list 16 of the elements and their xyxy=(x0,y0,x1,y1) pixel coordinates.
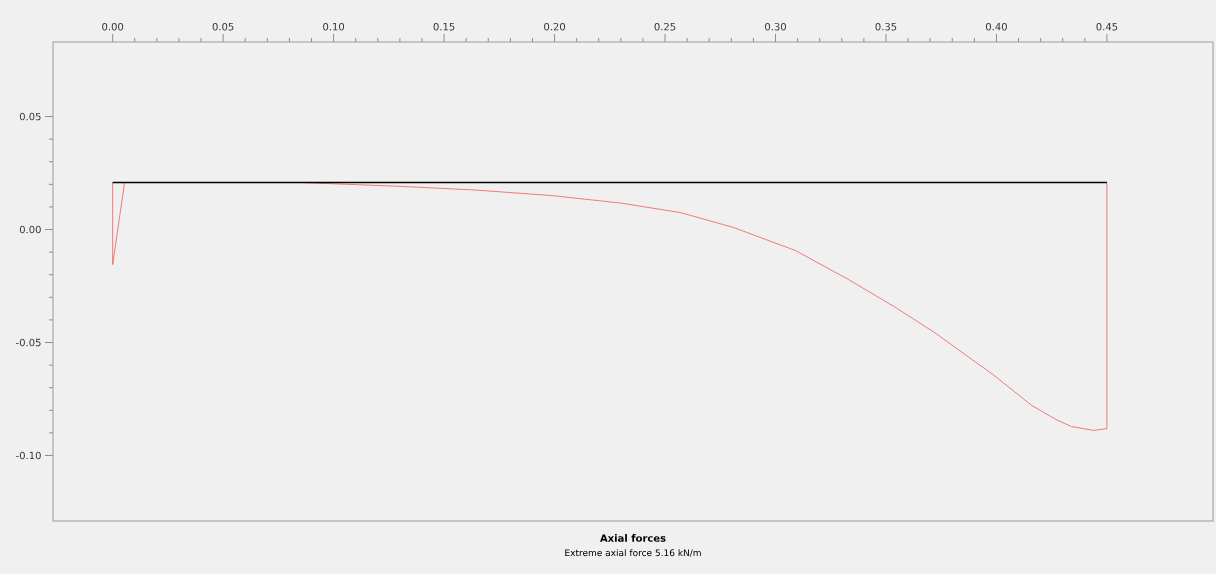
y-tick-label: -0.10 xyxy=(16,451,41,460)
y-tick-label: 0.05 xyxy=(19,112,41,121)
y-tick-label: 0.00 xyxy=(19,225,41,234)
x-tick-label: 0.05 xyxy=(212,22,234,31)
x-tick-label: 0.35 xyxy=(875,22,897,31)
x-tick-label: 0.10 xyxy=(323,22,345,31)
y-tick-label: -0.05 xyxy=(16,338,41,347)
x-tick-label: 0.00 xyxy=(102,22,124,31)
text: Extreme axial force 5.16 kN/m xyxy=(565,549,701,557)
x-tick-label: 0.45 xyxy=(1096,22,1118,31)
text: Axial forces xyxy=(600,534,666,542)
x-tick-label: 0.15 xyxy=(433,22,455,31)
x-tick-label: 0.40 xyxy=(985,22,1007,31)
x-tick-label: 0.25 xyxy=(654,22,676,31)
x-tick-label: 0.30 xyxy=(765,22,786,31)
x-tick-label: 0.20 xyxy=(544,22,566,31)
